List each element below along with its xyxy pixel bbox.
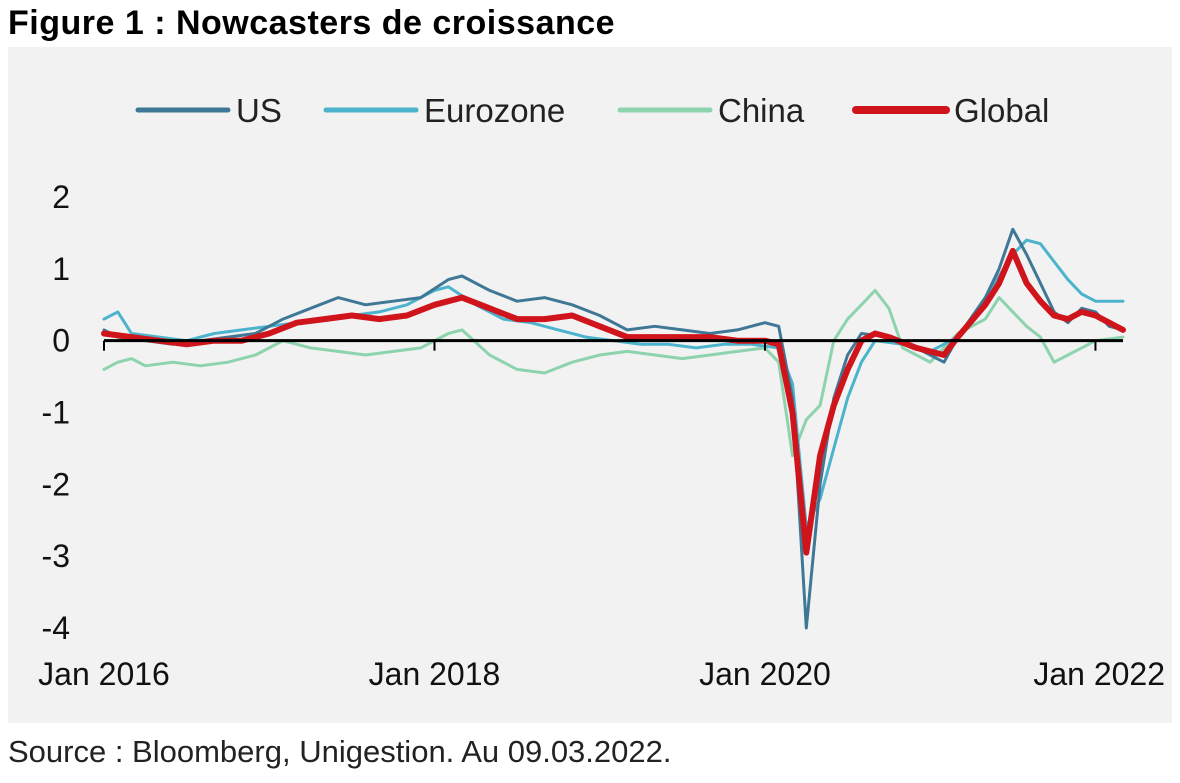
x-tick-label: Jan 2020 <box>699 656 831 692</box>
y-tick-label: -1 <box>42 395 70 431</box>
chart-legend: US Eurozone China Global <box>135 92 1049 129</box>
legend-label-china: China <box>718 92 805 129</box>
x-tick-label: Jan 2016 <box>38 656 170 692</box>
source-note: Source : Bloomberg, Unigestion. Au 09.03… <box>8 734 672 769</box>
y-tick-label: 2 <box>52 179 70 215</box>
series-line-us <box>102 227 1125 630</box>
y-tick-label: 0 <box>52 323 70 359</box>
legend-label-us: US <box>236 92 282 129</box>
legend-label-global: Global <box>954 92 1049 129</box>
chart-panel: US Eurozone China Global 2 1 0 -1 -2 -3 -4 Jan 20… <box>8 47 1172 723</box>
y-tick-label: 1 <box>52 251 70 287</box>
legend-label-eurozone: Eurozone <box>424 92 565 129</box>
y-tick-label: -3 <box>42 538 70 574</box>
series-line-eurozone <box>102 238 1125 529</box>
series-lines <box>101 227 1126 630</box>
y-tick-label: -2 <box>42 466 70 502</box>
zero-axis <box>103 339 1123 351</box>
x-tick-label: Jan 2022 <box>1033 656 1165 692</box>
figure-title: Figure 1 : Nowcasters de croissance <box>8 4 616 42</box>
y-tick-label: -4 <box>42 610 70 646</box>
series-line-global <box>101 247 1126 556</box>
x-tick-label: Jan 2018 <box>369 656 501 692</box>
y-axis-ticks: 2 1 0 -1 -2 -3 -4 <box>42 179 70 646</box>
series-line-china <box>102 288 1125 458</box>
x-axis-ticks: Jan 2016 Jan 2018 Jan 2020 Jan 2022 <box>38 656 1165 692</box>
line-chart: US Eurozone China Global 2 1 0 -1 -2 -3 -4 Jan 20… <box>38 92 1165 692</box>
